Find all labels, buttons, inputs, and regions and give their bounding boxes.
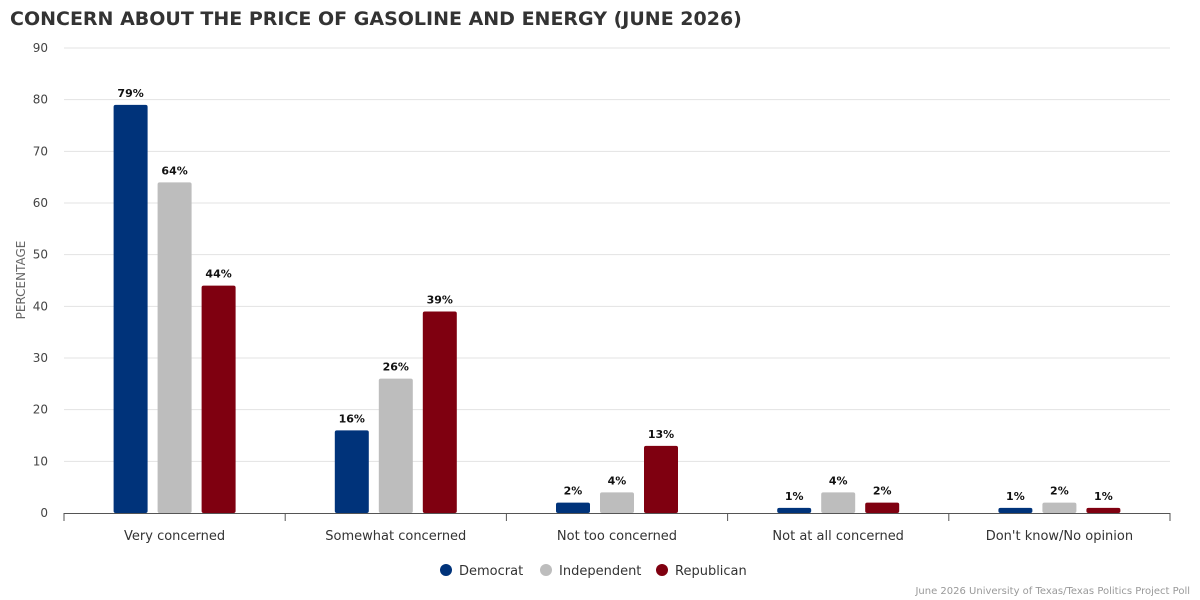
source-note: June 2026 University of Texas/Texas Poli…	[914, 586, 1190, 597]
y-tick-label: 40	[33, 299, 48, 313]
x-axis: Very concerned Somewhat concerned Not too …	[63, 513, 1171, 544]
x-tick-label: Very concerned	[124, 529, 225, 544]
y-tick-label: 0	[40, 506, 48, 520]
bar-independent	[600, 492, 634, 513]
data-label: 1%	[1094, 490, 1113, 503]
x-tick-label: Not at all concerned	[772, 529, 904, 544]
y-tick-label: 80	[33, 93, 48, 107]
bar-republican	[422, 311, 457, 513]
bar-republican	[201, 285, 236, 513]
data-label: 64%	[161, 164, 187, 177]
legend-swatch	[440, 564, 452, 576]
legend-label: Republican	[675, 564, 747, 579]
legend-swatch	[656, 564, 668, 576]
bar-independent	[821, 492, 856, 513]
bar-republican	[644, 445, 678, 513]
legend: Democrat Independent Republican	[440, 564, 747, 579]
bar-independent	[157, 182, 192, 514]
data-label: 2%	[1050, 485, 1069, 498]
data-label: 39%	[427, 294, 453, 307]
y-axis-ticks: 0 10 20 30 40 50 60 70 80 90	[33, 41, 48, 520]
legend-item-independent[interactable]: Independent	[540, 564, 641, 579]
y-tick-label: 30	[33, 351, 48, 365]
x-tick-label: Somewhat concerned	[325, 529, 466, 544]
y-axis-label: PERCENTAGE	[14, 241, 28, 320]
y-tick-label: 10	[33, 454, 48, 468]
data-label: 2%	[873, 485, 892, 498]
data-label: 13%	[648, 428, 674, 441]
y-tick-label: 60	[33, 196, 48, 210]
legend-item-democrat[interactable]: Democrat	[440, 564, 523, 579]
legend-label: Democrat	[459, 564, 523, 579]
gridlines	[64, 47, 1170, 462]
data-label: 4%	[608, 474, 627, 487]
data-label: 4%	[829, 474, 848, 487]
data-label: 26%	[383, 361, 409, 374]
bar-independent	[1042, 502, 1077, 513]
x-tick-label: Don't know/No opinion	[986, 529, 1133, 544]
data-label: 44%	[205, 268, 231, 281]
bar-democrat	[113, 104, 148, 513]
bar-republican	[1086, 507, 1121, 513]
bar-democrat	[334, 430, 369, 513]
y-tick-label: 70	[33, 144, 48, 158]
bar-independent	[378, 378, 413, 513]
bar-democrat	[998, 507, 1033, 513]
data-label: 2%	[564, 485, 583, 498]
chart-title: CONCERN ABOUT THE PRICE OF GASOLINE AND …	[10, 8, 742, 30]
legend-item-republican[interactable]: Republican	[656, 564, 747, 579]
bars	[113, 104, 1121, 514]
data-label: 79%	[117, 87, 143, 100]
legend-swatch	[540, 564, 552, 576]
legend-label: Independent	[559, 564, 641, 579]
bar-republican	[865, 502, 900, 513]
y-tick-label: 20	[33, 403, 48, 417]
y-tick-label: 90	[33, 41, 48, 55]
data-label: 1%	[1006, 490, 1025, 503]
y-tick-label: 50	[33, 248, 48, 262]
bar-democrat	[556, 502, 590, 513]
data-label: 1%	[785, 490, 804, 503]
x-tick-label: Not too concerned	[557, 529, 677, 544]
bar-democrat	[777, 507, 812, 513]
data-label: 16%	[339, 412, 365, 425]
data-labels: 79% 16% 2% 1% 1% 64% 26% 4% 4% 2% 44% 39% 13% 2% 1%	[117, 87, 1112, 503]
